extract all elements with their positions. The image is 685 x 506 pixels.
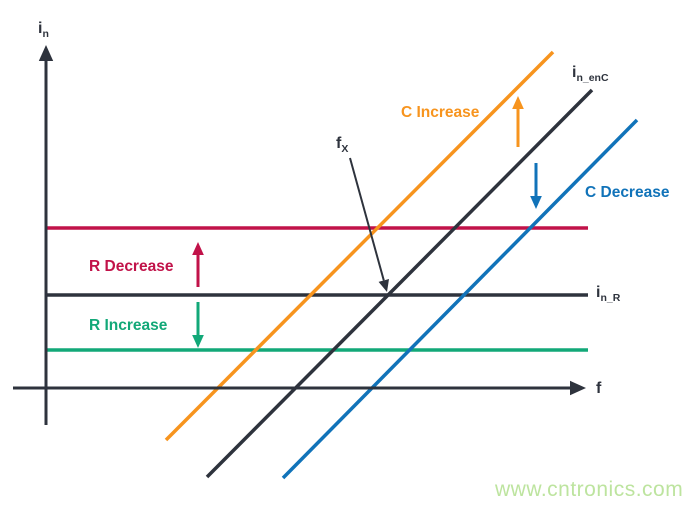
r-increase-arrow-head [192, 335, 204, 348]
x-axis-head [570, 380, 586, 396]
in-r-line-label-subscript: n_R [600, 292, 620, 304]
x-axis-label: f [596, 380, 602, 397]
in-enc-line-label-subscript: n_enC [576, 72, 609, 84]
fx-label: fX [336, 135, 348, 155]
y-axis-label-subscript: n [42, 28, 48, 40]
r-decrease-label: R Decrease [89, 258, 174, 275]
fx-pointer-arrow [349, 157, 385, 281]
capacitor-noise-increased-line [164, 50, 555, 442]
chart-lines-layer [13, 45, 639, 480]
in-r-line-label: in_R [596, 284, 621, 304]
fx-label-main: f [336, 135, 342, 152]
r-decrease-arrow-head [192, 242, 204, 255]
c-increase-arrow-head [512, 96, 524, 109]
r-increase-label: R Increase [89, 317, 168, 334]
y-axis-label-main: i [38, 20, 42, 37]
c-decrease-label: C Decrease [585, 184, 670, 201]
fx-pointer-arrow-head [378, 278, 390, 292]
c-increase-label: C Increase [401, 104, 480, 121]
fx-label-subscript: X [341, 143, 348, 155]
capacitor-noise-line [205, 88, 594, 479]
capacitor-noise-decreased-line [281, 118, 639, 480]
watermark: www.cntronics.com [494, 478, 683, 501]
in-r-line-label-main: i [596, 284, 600, 301]
in-enc-line-label: in_enC [572, 64, 609, 84]
y-axis-head [38, 45, 54, 61]
y-axis-label: in [38, 20, 49, 40]
c-decrease-arrow-head [530, 196, 542, 209]
in-enc-line-label-main: i [572, 64, 576, 81]
